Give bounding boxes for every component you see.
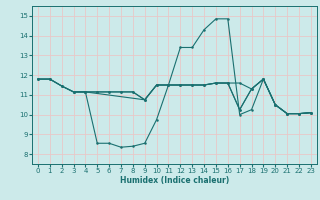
- X-axis label: Humidex (Indice chaleur): Humidex (Indice chaleur): [120, 176, 229, 185]
